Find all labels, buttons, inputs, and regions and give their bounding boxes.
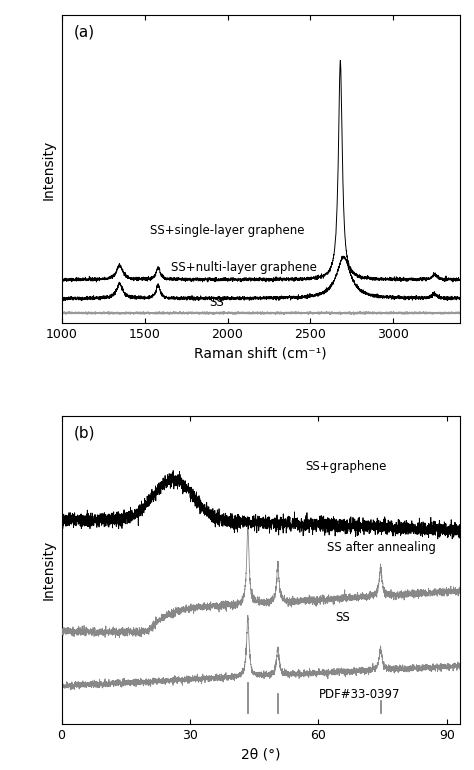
Text: (a): (a) (73, 25, 95, 39)
Text: SS: SS (336, 611, 350, 624)
Text: SS+nulti-layer graphene: SS+nulti-layer graphene (171, 261, 317, 274)
Text: SS+graphene: SS+graphene (306, 460, 387, 473)
Text: SS after annealing: SS after annealing (327, 541, 436, 554)
Text: SS: SS (209, 296, 224, 309)
X-axis label: Raman shift (cm⁻¹): Raman shift (cm⁻¹) (194, 346, 327, 361)
Text: PDF#33-0397: PDF#33-0397 (319, 688, 400, 701)
Y-axis label: Intensity: Intensity (42, 139, 56, 199)
Text: SS+single-layer graphene: SS+single-layer graphene (149, 224, 304, 237)
X-axis label: 2θ (°): 2θ (°) (241, 747, 281, 762)
Y-axis label: Intensity: Intensity (42, 540, 56, 600)
Text: (b): (b) (73, 425, 95, 440)
